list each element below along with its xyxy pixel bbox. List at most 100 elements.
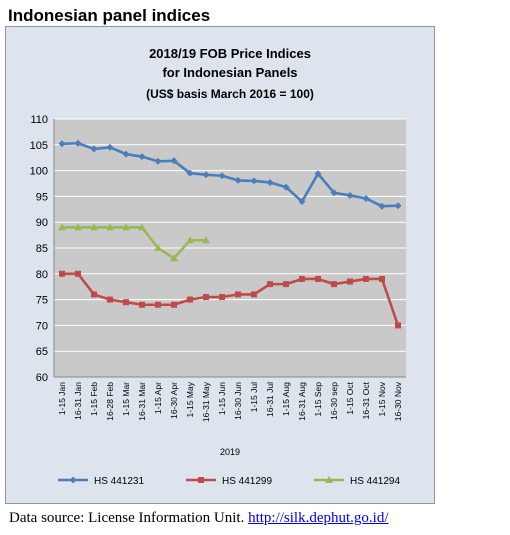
x-tick-label: 1-15 Aug [281, 382, 291, 416]
data-point [58, 140, 66, 148]
y-tick-label: 110 [30, 114, 48, 126]
x-tick-label: 1-15 Jul [249, 382, 259, 412]
y-tick-label: 90 [36, 217, 48, 229]
chart-title: 2018/19 FOB Price Indices [149, 46, 311, 61]
data-point [122, 223, 130, 231]
series-line [62, 272, 400, 326]
data-point [203, 294, 209, 301]
x-tick-label: 16-31 Jan [73, 382, 83, 420]
data-point [186, 169, 194, 177]
data-point [267, 281, 273, 288]
series-line [61, 141, 399, 208]
x-tick-label: 1-15 May [185, 381, 195, 417]
source-link[interactable]: http://silk.dephut.go.id/ [248, 510, 389, 526]
legend-item: HS 441299 [186, 476, 272, 487]
data-point [170, 254, 178, 262]
series-hs-441294 [58, 223, 210, 262]
data-point [378, 202, 386, 210]
legend-label: HS 441294 [350, 476, 400, 487]
source-text: Data source: License Information Unit. [9, 510, 245, 526]
data-point [202, 236, 210, 244]
legend-label: HS 441231 [94, 476, 144, 487]
data-point [74, 139, 82, 147]
data-point [234, 176, 242, 184]
data-point [154, 244, 162, 251]
data-point [298, 198, 306, 206]
legend-label: HS 441299 [222, 476, 272, 487]
x-tick-label: 1-15 Feb [89, 382, 99, 416]
data-point [59, 270, 65, 277]
x-tick-label: 16-28 Feb [105, 382, 115, 421]
x-tick-label: 16-31 May [201, 381, 211, 422]
data-point [106, 143, 114, 151]
x-tick-label: 16-30 Apr [169, 382, 179, 419]
data-point [74, 223, 82, 231]
x-tick-label: 16-31 Oct [361, 381, 371, 419]
price-index-chart: 60 65 70 75 80 85 90 95 100 105 110 1-15 Jan 16-31 … [30, 46, 406, 487]
y-tick-label: 70 [36, 320, 48, 332]
data-point [139, 301, 145, 308]
data-point [171, 301, 177, 308]
x-tick-label: 16-30 sep [329, 382, 339, 420]
data-point [282, 183, 290, 191]
y-tick-label: 105 [30, 140, 48, 152]
data-point [75, 270, 81, 277]
data-point [347, 278, 353, 285]
data-point [331, 281, 337, 288]
x-tick-label: 1-15 Nov [377, 381, 387, 416]
x-tick-label: 1-15 Mar [121, 382, 131, 416]
data-point [138, 153, 146, 161]
legend-marker [69, 476, 77, 484]
y-tick-label: 60 [36, 372, 48, 384]
y-tick-labels: 60 65 70 75 80 85 90 95 100 105 110 [30, 114, 48, 384]
data-point [219, 294, 225, 301]
data-point [122, 150, 130, 158]
data-point [170, 157, 178, 165]
data-point [58, 223, 66, 231]
y-tick-label: 95 [36, 191, 48, 203]
data-point [90, 223, 98, 231]
y-tick-label: 85 [36, 243, 48, 255]
data-point [395, 322, 401, 329]
chart-frame: 60 65 70 75 80 85 90 95 100 105 110 1-15 Jan 16-31 … [5, 26, 435, 504]
chart-title-line2: for Indonesian Panels [162, 65, 297, 80]
data-point [106, 223, 114, 231]
data-point [235, 291, 241, 298]
data-point [251, 291, 257, 298]
y-tick-label: 100 [30, 166, 48, 178]
data-point [187, 296, 193, 303]
data-point [91, 291, 97, 298]
series-hs-441231 [58, 139, 402, 210]
data-point [218, 172, 226, 180]
x-tick-label: 16-30 Nov [393, 381, 403, 421]
x-tick-label: 16-30 Jun [233, 382, 243, 420]
data-point [186, 236, 194, 244]
x-tick-label: 1-15 Sep [313, 382, 323, 417]
data-point [379, 275, 385, 282]
data-point [363, 275, 369, 282]
data-point [299, 275, 305, 282]
x-tick-label: 16-31 Jul [265, 382, 275, 417]
data-point [315, 275, 321, 282]
x-tick-label: 1-15 Oct [345, 381, 355, 414]
x-tick-labels: 1-15 Jan 16-31 Jan 1-15 Feb 16-28 Feb 1-15 M… [57, 381, 403, 422]
data-point [138, 223, 146, 231]
data-point [155, 301, 161, 308]
data-point [362, 194, 370, 202]
legend: HS 441231 HS 441299 HS 441294 [58, 476, 400, 487]
legend-marker [325, 476, 333, 483]
chart-subtitle: (US$ basis March 2016 = 100) [146, 87, 314, 101]
legend-item: HS 441231 [58, 476, 144, 487]
data-point [202, 171, 210, 179]
gridlines [53, 118, 406, 378]
y-tick-label: 75 [36, 295, 48, 307]
data-point [266, 178, 274, 186]
x-axis-label: 2019 [220, 447, 240, 457]
y-tick-label: 65 [36, 346, 48, 358]
x-tick-label: 1-15 Jan [57, 382, 67, 415]
legend-marker [198, 477, 204, 483]
x-tick-label: 16-31 Mar [137, 382, 147, 421]
data-point [346, 191, 354, 199]
data-point [107, 296, 113, 303]
x-tick-label: 1-15 Apr [153, 382, 163, 414]
